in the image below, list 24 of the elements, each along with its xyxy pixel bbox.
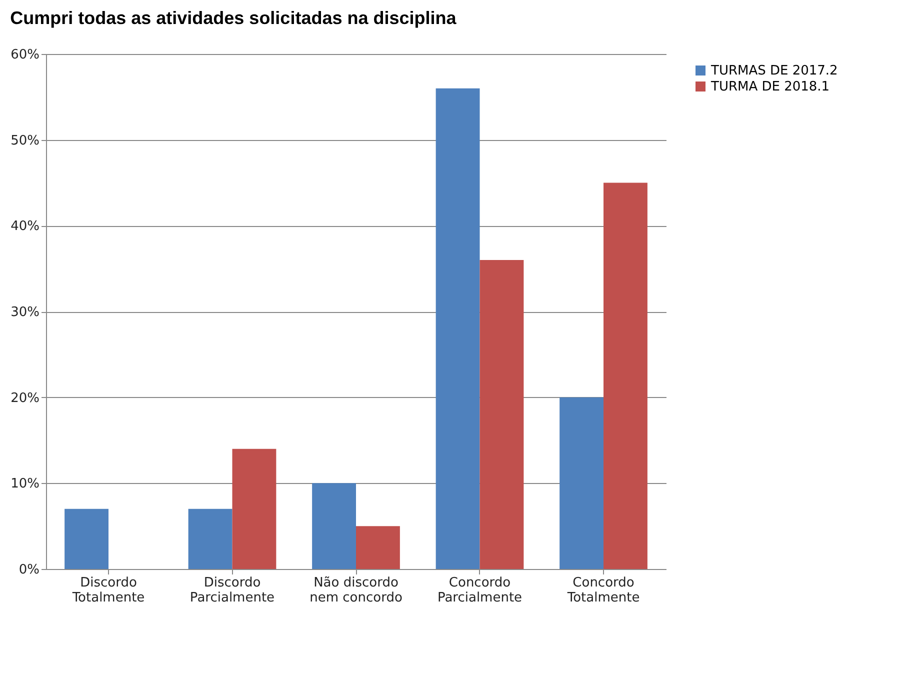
- chart-title: Cumpri todas as atividades solicitadas na disciplina: [10, 8, 458, 28]
- bar: [480, 260, 524, 569]
- y-tick-label: 30%: [10, 305, 40, 320]
- legend-label: TURMA DE 2018.1: [710, 80, 830, 94]
- bar: [560, 397, 604, 569]
- bar: [188, 508, 232, 569]
- y-tick-label: 10%: [10, 476, 40, 492]
- y-tick-label: 20%: [10, 390, 40, 406]
- y-tick-label: 50%: [10, 133, 40, 148]
- bar: [312, 483, 356, 569]
- x-tick-label: Discordo Totalmente: [71, 576, 145, 606]
- x-tick-label: Concordo Parcialmente: [437, 576, 522, 606]
- y-tick-label: 40%: [10, 219, 40, 234]
- bar: [64, 508, 108, 569]
- x-tick-label: Não discordo nem concordo: [310, 576, 402, 606]
- y-tick-label: 60%: [10, 48, 40, 62]
- bar: [356, 526, 400, 569]
- bar: [232, 448, 276, 569]
- x-tick-label: Concordo Totalmente: [566, 576, 640, 606]
- bar: [604, 182, 648, 569]
- x-tick-label: Discordo Parcialmente: [190, 576, 275, 606]
- bar: [436, 88, 480, 569]
- y-tick-label: 0%: [18, 562, 40, 578]
- legend-label: TURMAS DE 2017.2: [710, 64, 838, 78]
